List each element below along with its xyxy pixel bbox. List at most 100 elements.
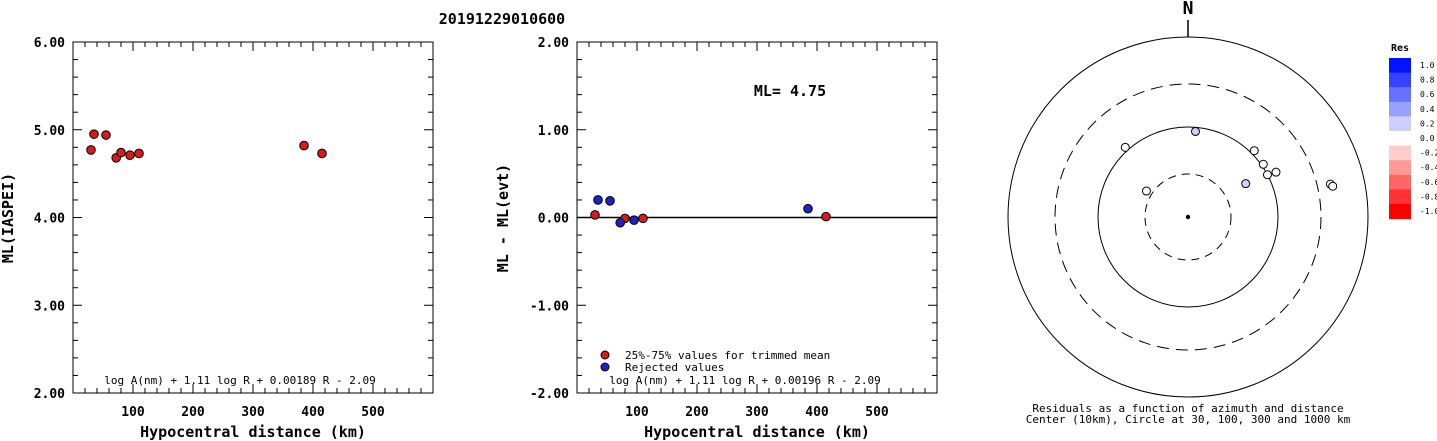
station-marker <box>1258 159 1268 169</box>
colorbar-cell <box>1389 131 1411 147</box>
station-marker <box>1328 181 1338 191</box>
residual-colorbar: Res 1.0 0.8 0.6 0.4 0.2 0.0 -0.2 -0.4 -0.6 -0.8 -1… <box>1389 43 1437 220</box>
y-tick-label: 4.00 <box>34 212 65 227</box>
y-tick-label: 6.00 <box>34 36 65 51</box>
x-tick-label: 200 <box>685 405 709 420</box>
y-tick-labels: -2.00 -1.00 0.00 1.00 2.00 <box>530 36 569 402</box>
colorbar-cell <box>1389 101 1411 117</box>
colorbar-cell <box>1389 160 1411 176</box>
colorbar-label: -0.6 <box>1420 178 1437 187</box>
y-axis-label: ML(IASPEI) <box>0 173 17 263</box>
colorbar-label: -0.4 <box>1420 163 1437 172</box>
colorbar-label: -0.8 <box>1420 192 1437 201</box>
colorbar-title: Res <box>1391 43 1409 54</box>
colorbar-label: 0.4 <box>1420 105 1435 114</box>
ml-value-label: ML= 4.75 <box>754 82 826 100</box>
x-tick-label: 500 <box>361 405 385 420</box>
formula-label: log A(nm) + 1.11 log R + 0.00189 R - 2.0… <box>104 374 376 387</box>
x-tick-label: 200 <box>181 405 205 420</box>
colorbar-label: 0.0 <box>1420 134 1435 143</box>
azimuth-residual-map: N Residuals as a function of azimuth and… <box>1007 0 1369 426</box>
colorbar-cell <box>1389 189 1411 205</box>
y-tick-labels: 2.00 3.00 4.00 5.00 6.00 <box>34 36 65 402</box>
x-tick-labels: 100 200 300 400 500 <box>625 405 889 420</box>
station-marker <box>1141 186 1151 196</box>
ring-100km <box>1097 126 1279 308</box>
colorbar-label: 1.0 <box>1420 61 1435 70</box>
colorbar-label: -1.0 <box>1420 207 1437 216</box>
colorbar-label: 0.6 <box>1420 90 1435 99</box>
legend-label-rejected: Rejected values <box>625 361 724 374</box>
colorbar-cell <box>1389 204 1411 220</box>
x-axis-label: Hypocentral distance (km) <box>140 423 366 441</box>
colorbar-label: 0.2 <box>1420 119 1435 128</box>
colorbar-label: -0.2 <box>1420 149 1437 158</box>
x-tick-label: 400 <box>805 405 829 420</box>
center-marker <box>1185 214 1191 220</box>
north-label: N <box>1183 0 1194 19</box>
colorbar-cells <box>1389 58 1411 220</box>
data-point <box>134 148 144 159</box>
station-marker <box>1190 126 1200 136</box>
data-point <box>101 130 111 140</box>
legend-marker-rejected <box>600 362 610 372</box>
x-tick-label: 400 <box>301 405 325 420</box>
caption-line-2: Center (10km), Circle at 30, 100, 300 an… <box>1026 413 1351 426</box>
magnitude-vs-distance-chart: 2.00 3.00 4.00 5.00 6.00 100 200 300 400 500 log… <box>0 36 434 441</box>
station-marker <box>1120 142 1130 152</box>
data-point <box>615 217 626 228</box>
ring-300km <box>1054 83 1322 351</box>
colorbar-cell <box>1389 87 1411 103</box>
y-tick-label: -1.00 <box>530 299 569 314</box>
plot-frame <box>72 41 434 394</box>
colorbar-cell <box>1389 174 1411 190</box>
station-marker <box>1249 146 1259 156</box>
station-markers <box>1120 126 1338 196</box>
data-point <box>638 213 648 224</box>
data-point <box>86 145 96 155</box>
y-tick-label: 5.00 <box>34 124 65 139</box>
x-tick-label: 500 <box>865 405 889 420</box>
data-points <box>590 195 831 228</box>
y-tick-label: 2.00 <box>34 387 65 402</box>
colorbar-labels: 1.0 0.8 0.6 0.4 0.2 0.0 -0.2 -0.4 -0.6 -0.8 -1.0 <box>1420 61 1437 216</box>
data-point <box>317 148 327 159</box>
colorbar-cell <box>1389 145 1411 161</box>
data-point <box>803 203 813 214</box>
axis-ticks <box>73 42 433 393</box>
colorbar-cell <box>1389 116 1411 132</box>
data-point <box>629 215 639 225</box>
station-marker <box>1241 179 1251 189</box>
data-point <box>299 140 309 151</box>
data-point <box>89 129 99 139</box>
station-marker <box>1271 167 1281 177</box>
colorbar-label: 0.8 <box>1420 76 1435 85</box>
x-tick-label: 100 <box>625 405 649 420</box>
residual-vs-distance-chart: -2.00 -1.00 0.00 1.00 2.00 100 200 300 400 500 M… <box>494 36 938 441</box>
x-tick-label: 100 <box>121 405 145 420</box>
y-tick-label: 3.00 <box>34 299 65 314</box>
x-tick-label: 300 <box>241 405 265 420</box>
data-point <box>605 196 615 206</box>
y-axis-label: ML - ML(evt) <box>494 164 512 272</box>
y-tick-label: 1.00 <box>538 124 569 139</box>
event-id-title: 20191229010600 <box>439 10 565 28</box>
data-point <box>590 210 600 220</box>
data-point <box>821 211 831 222</box>
x-tick-labels: 100 200 300 400 500 <box>121 405 385 420</box>
x-tick-label: 300 <box>745 405 769 420</box>
legend-label-trimmed: 25%-75% values for trimmed mean <box>625 349 830 362</box>
legend-marker-trimmed <box>600 350 610 360</box>
colorbar-cell <box>1389 58 1411 74</box>
ring-30km <box>1144 173 1232 261</box>
caption-line-1: Residuals as a function of azimuth and d… <box>1032 402 1343 415</box>
x-axis-label: Hypocentral distance (km) <box>644 423 870 441</box>
axis-ticks <box>577 42 937 393</box>
data-point <box>116 147 126 158</box>
station-marker <box>1262 170 1272 180</box>
y-tick-label: -2.00 <box>530 387 569 402</box>
y-tick-label: 0.00 <box>538 212 569 227</box>
data-points <box>86 129 327 163</box>
data-point <box>125 150 135 160</box>
